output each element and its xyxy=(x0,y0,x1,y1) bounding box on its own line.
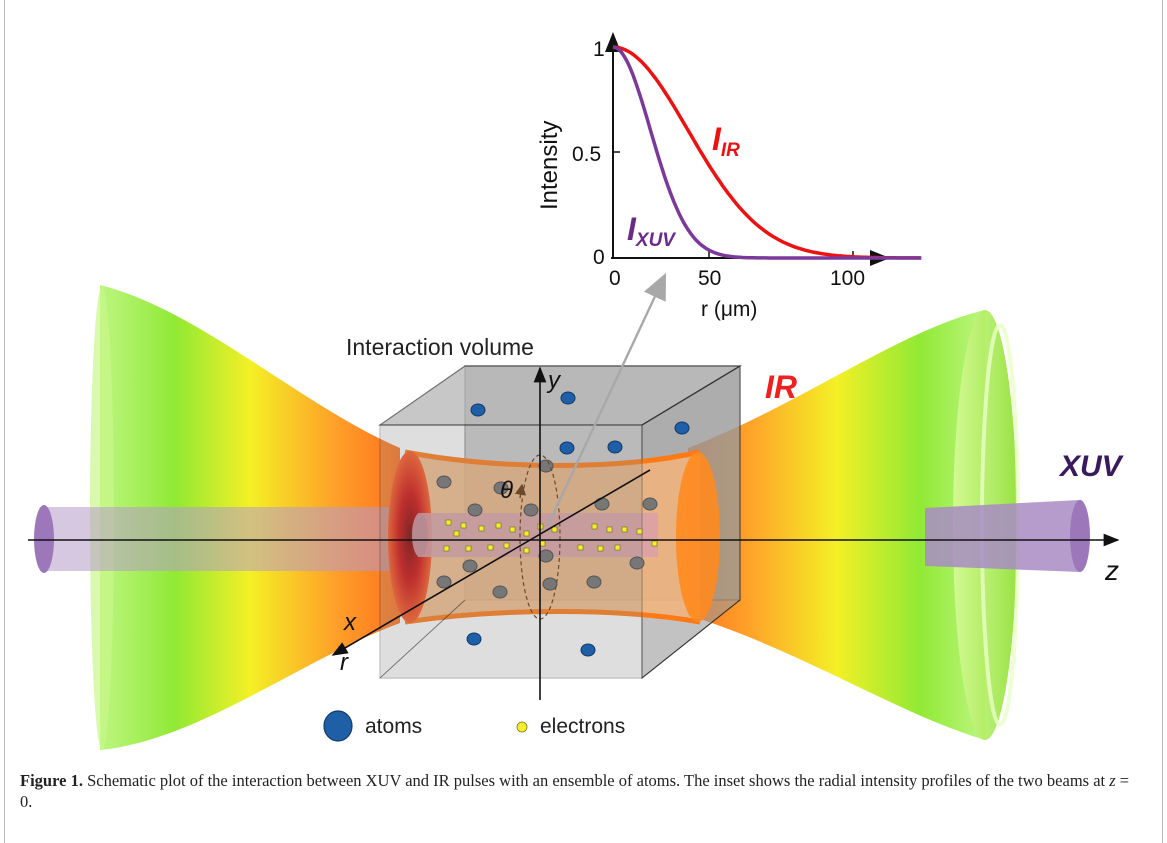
inset-ytick-0: 0 xyxy=(593,246,605,269)
legend-electrons-label: electrons xyxy=(540,715,625,738)
ir-beam-label: IR xyxy=(765,369,797,405)
inset-ir-label-main: I xyxy=(712,121,722,157)
frame-left-rule xyxy=(4,0,5,843)
caption-math-z: z xyxy=(1109,771,1116,790)
figure-1: y x r z θ Interaction volume IR XUV atom… xyxy=(28,32,1125,750)
caption-text: Schematic plot of the interaction betwee… xyxy=(82,771,1110,790)
axis-theta-label: θ xyxy=(500,477,513,504)
inset-xuv-label-sub: XUV xyxy=(635,230,676,251)
figure-caption: Figure 1. Schematic plot of the interact… xyxy=(20,770,1140,812)
axis-y-label: y xyxy=(546,367,562,394)
xuv-beam-label: XUV xyxy=(1058,450,1125,483)
caption-label: Figure 1. xyxy=(20,771,83,790)
inset-ytick-0-5: 0.5 xyxy=(572,143,601,166)
caption-equals: = 0 xyxy=(20,771,1130,811)
axis-x-label: x xyxy=(343,609,357,636)
inset-xtick-0: 0 xyxy=(609,267,621,290)
inset-xtick-50: 50 xyxy=(698,267,721,290)
inset-xlabel: r (μm) xyxy=(701,298,757,321)
inset-xtick-100: 100 xyxy=(830,267,865,290)
legend-atom-marker xyxy=(323,710,353,742)
caption-end: . xyxy=(28,792,33,811)
inset-ytick-1: 1 xyxy=(593,38,605,61)
inset-ir-curve xyxy=(612,45,922,260)
inset-ir-label: IIR xyxy=(712,121,740,161)
atoms-gray xyxy=(436,459,658,599)
atoms-blue xyxy=(466,391,690,657)
inset-ir-label-sub: IR xyxy=(721,140,740,161)
inset-pointer-arrow xyxy=(546,272,667,526)
axis-z-label: z xyxy=(1104,555,1119,586)
axis-r-label: r xyxy=(340,649,349,676)
legend-electron-marker xyxy=(516,721,528,733)
inset-ylabel: Intensity xyxy=(536,121,563,210)
interaction-volume-label: Interaction volume xyxy=(346,334,534,360)
x-axis xyxy=(331,469,651,656)
ir-beam-right-cone xyxy=(688,310,985,740)
xuv-beam-left-cap xyxy=(34,505,54,573)
inset-xuv-label: IXUV xyxy=(627,211,676,251)
inset-plot: 1 0.5 0 0 50 100 r (μm) Intensity IIR IX… xyxy=(536,32,922,321)
xuv-beam-right xyxy=(925,500,1080,572)
xuv-beam-left xyxy=(40,507,410,571)
legend-atoms-label: atoms xyxy=(365,715,422,738)
xuv-beam-right-cap xyxy=(1070,500,1090,572)
inset-xuv-curve xyxy=(612,45,922,260)
electrons xyxy=(443,519,658,554)
figure-illustration: y x r z θ Interaction volume IR XUV atom… xyxy=(28,32,1125,750)
ir-focus-red-spot xyxy=(388,451,432,623)
frame-right-rule xyxy=(1162,0,1163,843)
inset-xuv-label-main: I xyxy=(627,211,637,247)
